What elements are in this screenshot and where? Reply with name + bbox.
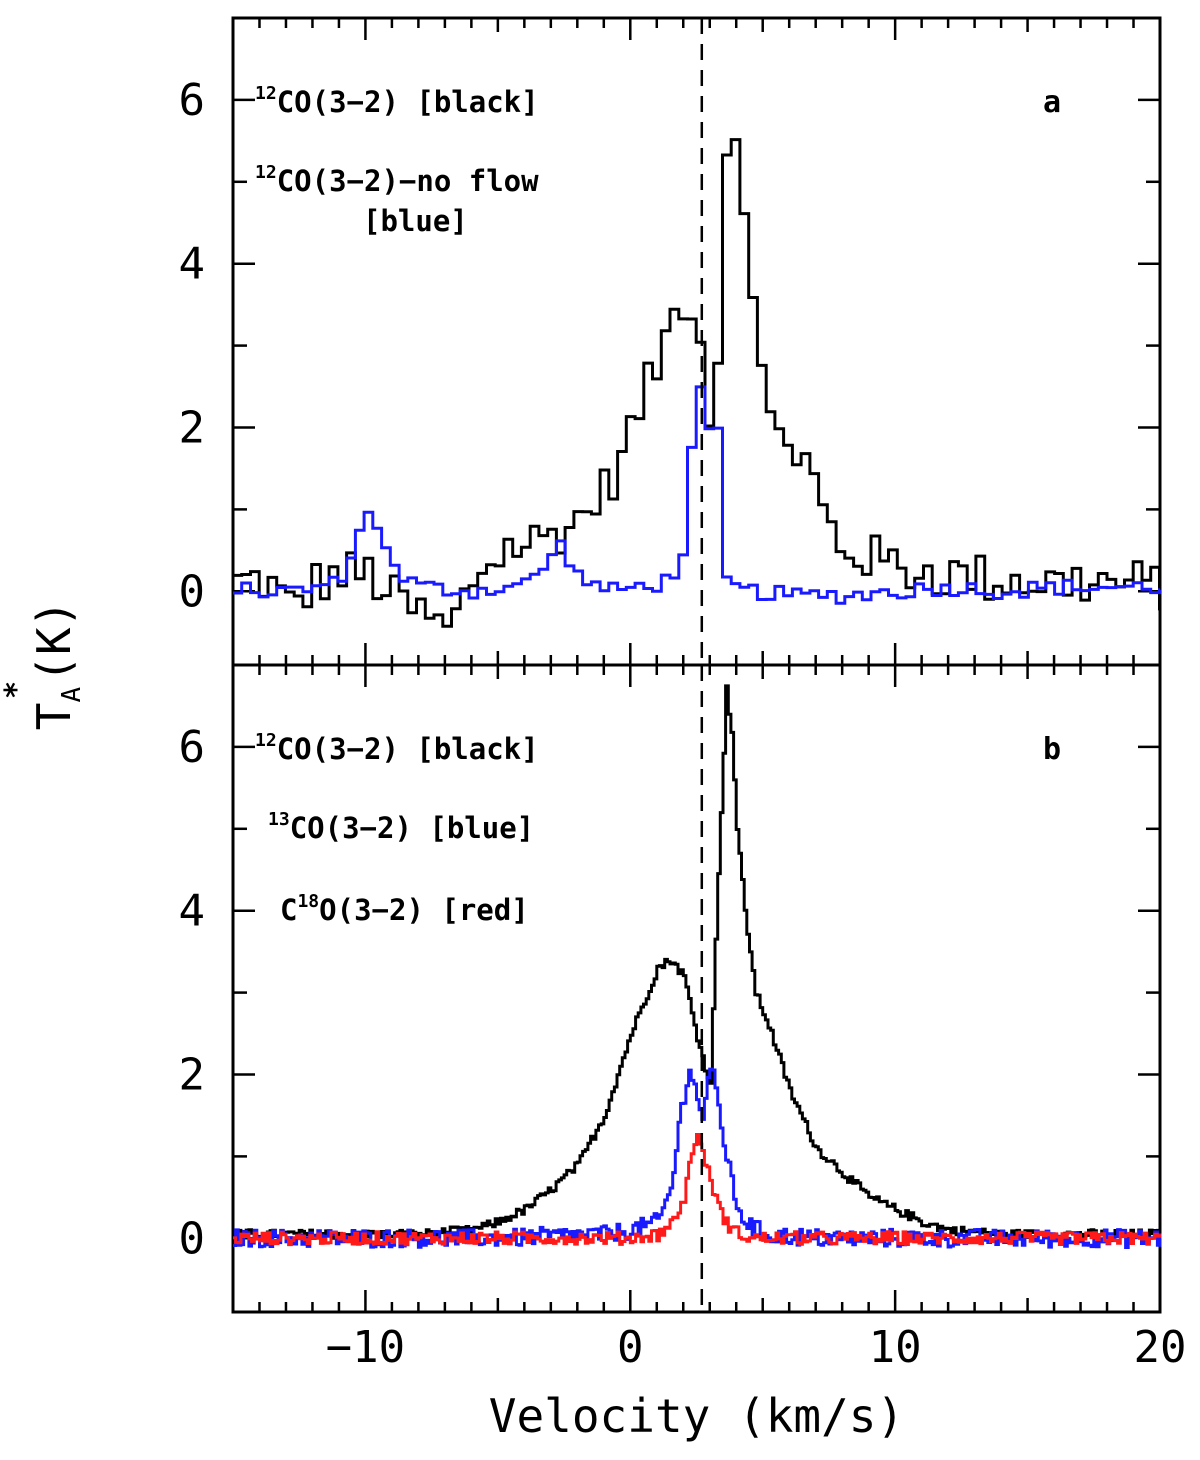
- panel-b-ticks: [231, 665, 1162, 1312]
- x-tick-label: −10: [326, 1322, 405, 1373]
- series-black-line: [233, 684, 1162, 1241]
- series-red-line: [233, 1133, 1162, 1247]
- legend-isotope: 12: [255, 83, 277, 104]
- panel-b-frame: [231, 663, 1162, 1314]
- legend-text: CO(3−2) [black]: [277, 732, 539, 766]
- legend-entry: 12CO(3−2) [black]: [255, 83, 539, 119]
- panel-a-legend: 12CO(3−2) [black]12CO(3−2)−no flow[blue]: [255, 83, 539, 238]
- y-tick-label: 0: [179, 566, 206, 617]
- y-axis-title-star: *: [0, 681, 34, 699]
- y-tick-label: 0: [179, 1213, 206, 1264]
- legend-text: [blue]: [363, 204, 468, 238]
- y-tick-label: 2: [179, 1049, 206, 1100]
- series-blue-line: [233, 385, 1161, 605]
- x-tick-label: 10: [869, 1322, 922, 1373]
- svg-text:TA(K): TA (K): [27, 600, 87, 730]
- y-axis-title-sub: A: [57, 687, 87, 703]
- legend-entry: 12CO(3−2) [black]: [255, 730, 539, 766]
- panel-a-label: a: [1043, 85, 1061, 120]
- legend-entry: 12CO(3−2)−no flow: [255, 162, 539, 198]
- x-tick-label: 0: [617, 1322, 644, 1373]
- panel-b-y-tick-labels: 0 2 4 6: [179, 722, 206, 1264]
- legend-isotope: 13: [268, 809, 290, 830]
- legend-text: CO(3−2) [black]: [277, 85, 539, 119]
- panel-b-label: b: [1043, 732, 1061, 767]
- legend-isotope: 12: [255, 162, 277, 183]
- y-axis-title-unit: (K): [27, 600, 81, 683]
- x-tick-labels: −10 0 10 20: [326, 1322, 1187, 1373]
- legend-text: CO(3−2) [blue]: [290, 811, 534, 845]
- panel-b-series: [233, 684, 1162, 1249]
- legend-entry: 13CO(3−2) [blue]: [268, 809, 534, 845]
- legend-text: O(3−2) [red]: [319, 893, 529, 927]
- legend-isotope: 12: [255, 730, 277, 751]
- legend-entry: [blue]: [363, 204, 468, 238]
- panel-b-legend: 12CO(3−2) [black] 13CO(3−2) [blue] C18O(3−…: [255, 730, 539, 927]
- y-tick-label: 4: [179, 239, 206, 290]
- y-tick-label: 2: [179, 402, 206, 453]
- x-tick-label: 20: [1134, 1322, 1187, 1373]
- y-tick-label: 6: [179, 722, 206, 773]
- legend-isotope: 18: [297, 891, 319, 912]
- legend-prefix: C: [280, 893, 297, 927]
- y-axis-title-main: T: [27, 703, 81, 731]
- panel-a-y-tick-labels: 0 2 4 6: [179, 75, 206, 617]
- series-blue-line: [233, 1067, 1162, 1249]
- y-axis-title: TA (K) *: [0, 600, 87, 730]
- x-axis-title: Velocity (km/s): [489, 1389, 904, 1443]
- legend-entry: C18O(3−2) [red]: [280, 891, 529, 927]
- legend-text: CO(3−2)−no flow: [277, 164, 539, 198]
- y-tick-label: 6: [179, 75, 206, 126]
- y-tick-label: 4: [179, 886, 206, 937]
